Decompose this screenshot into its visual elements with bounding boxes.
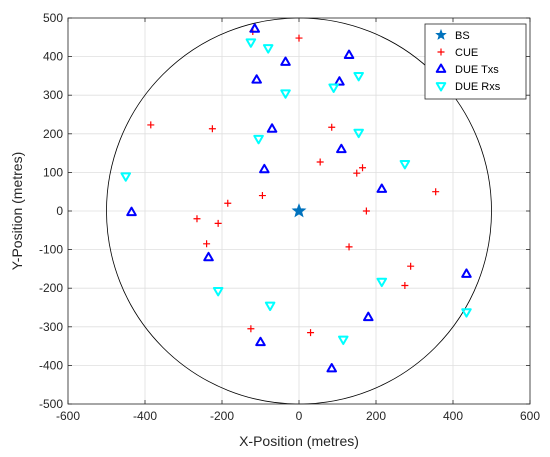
legend-marker-cue [437,48,445,56]
legend: BS CUE DUE Txs DUE Rxs [424,23,527,100]
y-tick-label: -200 [39,281,63,295]
y-tick-label: -100 [39,243,63,257]
due-txs-point [280,56,291,66]
cue-point [432,188,440,196]
cue-point [345,243,353,251]
y-tick-label: 400 [43,50,63,64]
due-txs-point [376,183,388,193]
cue-point [401,281,409,289]
cue-point [362,207,370,215]
y-axis-label: Y-Position (metres) [9,152,25,271]
due-rxs-point [353,128,364,139]
x-tick-label: -200 [210,409,234,423]
cue-point [147,121,155,129]
y-tick-label: -300 [39,320,63,334]
x-tick-label: 400 [443,409,463,423]
cue-point [295,34,303,42]
due-rxs-point [461,308,472,318]
legend-label-due-rxs: DUE Rxs [455,81,501,93]
y-tick-label: -400 [39,358,63,372]
due-txs-point [255,336,266,347]
x-tick-label: 200 [366,409,386,423]
due-rxs-point [280,89,291,99]
cue-point [193,215,201,223]
due-txs-point [326,362,337,373]
due-txs-point [266,123,278,133]
due-txs-point [363,311,374,322]
cue-point [203,240,211,248]
due-txs-point [461,268,472,278]
legend-marker-bs [435,28,447,40]
x-tick-label: 0 [296,409,303,423]
legend-label-cue: CUE [455,47,478,59]
legend-marker-due-txs [435,63,447,73]
cue-point [214,219,222,227]
cue-point [407,262,415,270]
cue-point [208,125,216,133]
y-tick-label: 0 [56,204,63,218]
y-tick-label: 300 [43,88,63,102]
due-rxs-point [264,301,276,312]
y-tick-label: -500 [39,397,63,411]
legend-label-bs: BS [455,30,470,42]
due-txs-point [336,143,347,154]
x-tick-label: -600 [56,409,80,423]
cue-point [258,192,266,200]
cue-point [353,169,361,177]
y-tick-label: 200 [43,127,63,141]
due-txs-point [334,76,345,86]
bs-point [291,203,307,218]
cue-point [316,158,324,166]
cue-point [359,164,367,172]
due-rxs-point [328,83,339,93]
due-rxs-point [376,277,388,288]
due-txs-point [249,23,260,33]
legend-label-due-txs: DUE Txs [455,64,499,76]
due-txs-point [203,251,214,262]
due-txs-point [343,49,355,59]
due-rxs-point [245,38,257,48]
due-rxs-point [353,71,364,82]
x-axis-label: X-Position (metres) [239,433,359,449]
data-points [120,23,472,373]
cue-point [328,123,336,131]
y-tick-label: 100 [43,165,63,179]
due-rxs-point [338,335,349,346]
cue-point [307,329,315,337]
due-rxs-point [262,44,274,54]
y-tick-label: 500 [43,11,63,25]
due-txs-point [126,206,137,217]
x-tick-label: 600 [520,409,540,423]
due-txs-point [259,163,270,174]
cue-point [224,199,232,207]
due-rxs-point [120,172,132,182]
cue-point [247,325,255,333]
axis-ticks: -600 -400 -200 0 200 400 600 -500 -400 -300 -200 -1… [39,11,540,423]
due-rxs-point [399,159,411,170]
due-rxs-point [253,134,264,145]
x-tick-label: -400 [133,409,157,423]
legend-marker-due-rxs [435,82,447,92]
due-rxs-point [212,286,224,297]
due-txs-point [251,74,262,84]
